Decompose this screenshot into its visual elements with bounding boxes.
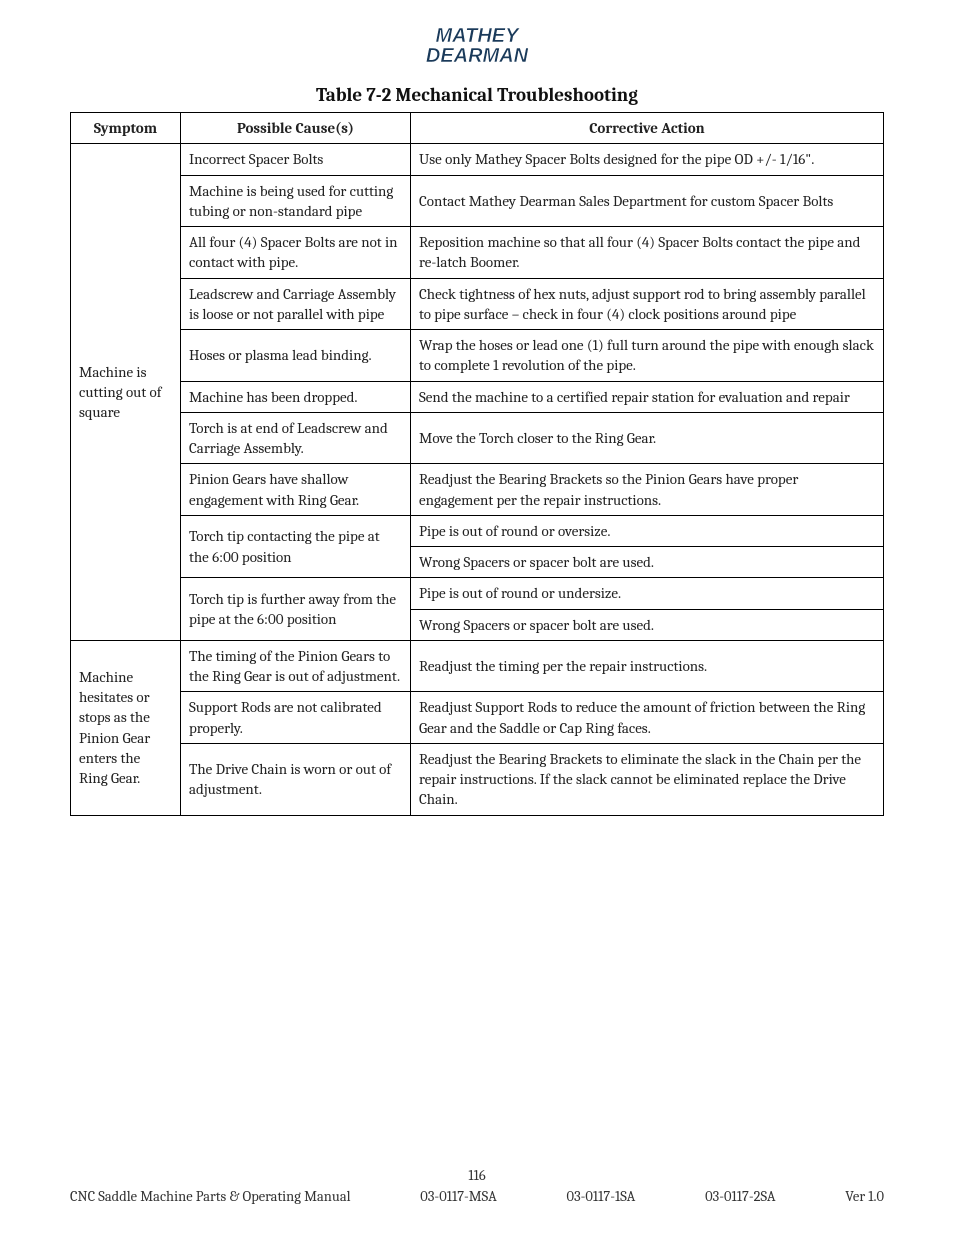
action-cell: Pipe is out of round or oversize. (411, 515, 884, 546)
action-cell: Pipe is out of round or undersize. (411, 578, 884, 609)
cause-cell: Torch is at end of Leadscrew and Carriag… (181, 412, 411, 464)
action-cell: Wrap the hoses or lead one (1) full turn… (411, 330, 884, 382)
svg-text:MATHEY: MATHEY (436, 25, 521, 47)
action-cell: Readjust Support Rods to reduce the amou… (411, 692, 884, 744)
cause-cell: Machine is being used for cutting tubing… (181, 175, 411, 227)
action-cell: Move the Torch closer to the Ring Gear. (411, 412, 884, 464)
table-row: Support Rods are not calibrated properly… (71, 692, 884, 744)
cause-cell: Machine has been dropped. (181, 381, 411, 412)
cause-cell: Torch tip contacting the pipe at the 6:0… (181, 515, 411, 578)
symptom-cell: Machine is cutting out of square (71, 144, 181, 641)
table-row: Torch is at end of Leadscrew and Carriag… (71, 412, 884, 464)
cause-cell: Leadscrew and Carriage Assembly is loose… (181, 278, 411, 330)
table-header-row: Symptom Possible Cause(s) Corrective Act… (71, 113, 884, 144)
table-row: Pinion Gears have shallow engagement wit… (71, 464, 884, 516)
table-row: Torch tip is further away from the pipe … (71, 578, 884, 609)
table-row: Torch tip contacting the pipe at the 6:0… (71, 515, 884, 546)
action-cell: Reposition machine so that all four (4) … (411, 227, 884, 279)
table-row: Machine is being used for cutting tubing… (71, 175, 884, 227)
header-cause: Possible Cause(s) (181, 113, 411, 144)
svg-text:DEARMAN: DEARMAN (426, 45, 529, 67)
cause-cell: Torch tip is further away from the pipe … (181, 578, 411, 641)
footer-doc-title: CNC Saddle Machine Parts & Operating Man… (70, 1188, 351, 1205)
table-title: Table 7-2 Mechanical Troubleshooting (70, 84, 884, 106)
action-cell: Check tightness of hex nuts, adjust supp… (411, 278, 884, 330)
symptom-cell: Machine hesitates or stops as the Pinion… (71, 640, 181, 815)
action-cell: Wrong Spacers or spacer bolt are used. (411, 609, 884, 640)
action-cell: Wrong Spacers or spacer bolt are used. (411, 547, 884, 578)
table-row: Machine is cutting out of squareIncorrec… (71, 144, 884, 175)
cause-cell: Pinion Gears have shallow engagement wit… (181, 464, 411, 516)
table-row: Leadscrew and Carriage Assembly is loose… (71, 278, 884, 330)
action-cell: Readjust the Bearing Brackets to elimina… (411, 743, 884, 815)
page-footer: 116 CNC Saddle Machine Parts & Operating… (70, 1167, 884, 1205)
action-cell: Readjust the Bearing Brackets so the Pin… (411, 464, 884, 516)
page-number: 116 (70, 1167, 884, 1184)
action-cell: Readjust the timing per the repair instr… (411, 640, 884, 692)
cause-cell: The Drive Chain is worn or out of adjust… (181, 743, 411, 815)
cause-cell: The timing of the Pinion Gears to the Ri… (181, 640, 411, 692)
footer-partno-1: 03-0117-MSA (420, 1188, 497, 1205)
footer-version: Ver 1.0 (845, 1188, 884, 1205)
header-symptom: Symptom (71, 113, 181, 144)
cause-cell: Support Rods are not calibrated properly… (181, 692, 411, 744)
table-row: The Drive Chain is worn or out of adjust… (71, 743, 884, 815)
action-cell: Send the machine to a certified repair s… (411, 381, 884, 412)
table-row: Machine hesitates or stops as the Pinion… (71, 640, 884, 692)
action-cell: Use only Mathey Spacer Bolts designed fo… (411, 144, 884, 175)
table-row: All four (4) Spacer Bolts are not in con… (71, 227, 884, 279)
footer-partno-2: 03-0117-1SA (566, 1188, 635, 1205)
table-row: Machine has been dropped.Send the machin… (71, 381, 884, 412)
action-cell: Contact Mathey Dearman Sales Department … (411, 175, 884, 227)
header-action: Corrective Action (411, 113, 884, 144)
cause-cell: Incorrect Spacer Bolts (181, 144, 411, 175)
cause-cell: Hoses or plasma lead binding. (181, 330, 411, 382)
brand-logo: MATHEY DEARMAN (70, 20, 884, 76)
footer-partno-3: 03-0117-2SA (705, 1188, 776, 1205)
cause-cell: All four (4) Spacer Bolts are not in con… (181, 227, 411, 279)
troubleshooting-table: Symptom Possible Cause(s) Corrective Act… (70, 112, 884, 816)
table-row: Hoses or plasma lead binding.Wrap the ho… (71, 330, 884, 382)
